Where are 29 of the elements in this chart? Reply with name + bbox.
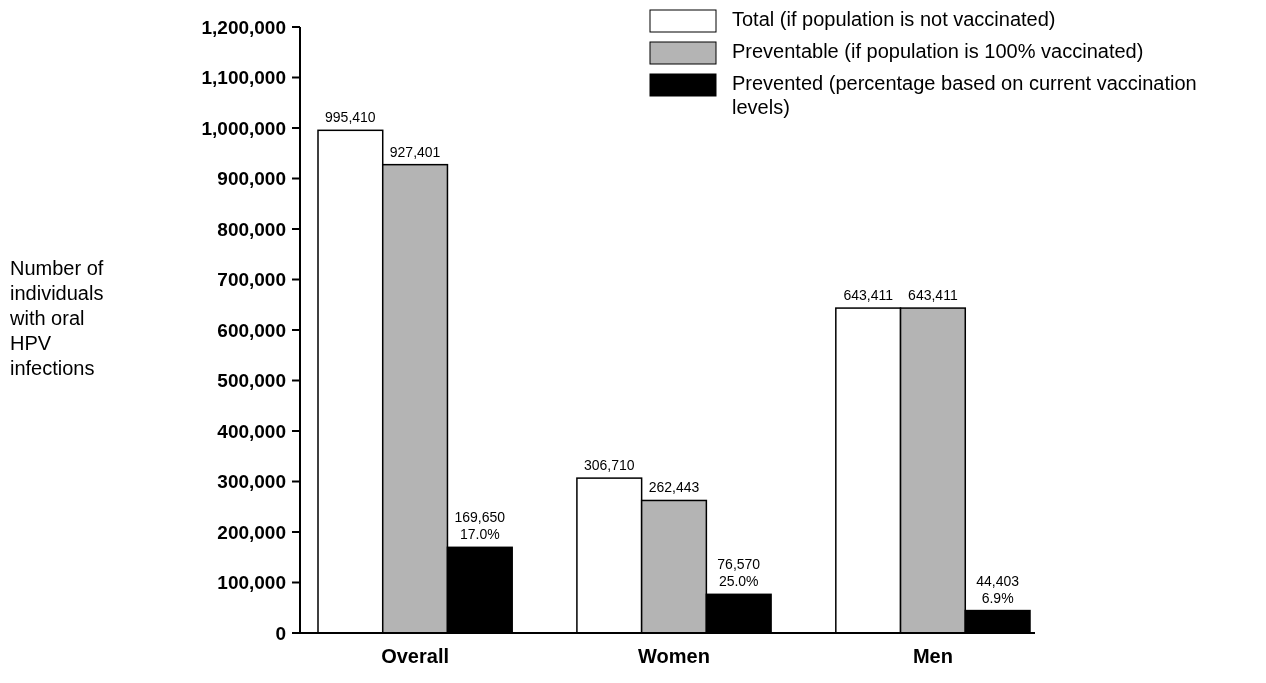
y-tick-label: 0 bbox=[275, 622, 286, 644]
y-tick-label: 500,000 bbox=[217, 370, 286, 392]
y-tick-label: 700,000 bbox=[217, 269, 286, 291]
y-tick-label: 1,200,000 bbox=[201, 16, 286, 38]
y-tick-label: 900,000 bbox=[217, 168, 286, 190]
legend-label: Total (if population is not vaccinated) bbox=[732, 8, 1056, 30]
x-tick-label: Overall bbox=[381, 645, 449, 667]
y-tick-label: 1,000,000 bbox=[201, 117, 286, 139]
y-tick-label: 800,000 bbox=[217, 218, 286, 240]
data-label: 643,411 bbox=[908, 287, 958, 304]
y-tick-label: 600,000 bbox=[217, 319, 286, 341]
y-tick-label: 100,000 bbox=[217, 572, 286, 594]
legend-label: Preventable (if population is 100% vaccinated) bbox=[732, 40, 1144, 62]
x-tick-label: Women bbox=[638, 645, 710, 667]
data-label: 995,410 bbox=[325, 109, 376, 126]
data-label: 169,650 17.0% bbox=[454, 509, 506, 543]
legend-label: Prevented (percentage based on current vaccination levels) bbox=[732, 72, 1197, 118]
data-label: 262,443 bbox=[648, 479, 700, 496]
data-label: 927,401 bbox=[389, 143, 441, 160]
y-tick-label: 400,000 bbox=[217, 420, 286, 442]
data-label: 76,570 25.0% bbox=[717, 556, 761, 590]
y-tick-label: 1,100,000 bbox=[201, 67, 286, 89]
data-label: 44,403 6.9% bbox=[976, 572, 1020, 606]
y-tick-label: 200,000 bbox=[217, 521, 286, 543]
x-tick-label: Men bbox=[912, 645, 953, 667]
y-axis-title: Number of individuals with oral HPV infections bbox=[9, 257, 104, 379]
data-label: 306,710 bbox=[583, 457, 635, 474]
y-tick-label: 300,000 bbox=[217, 471, 286, 493]
data-label: 643,411 bbox=[843, 287, 894, 304]
